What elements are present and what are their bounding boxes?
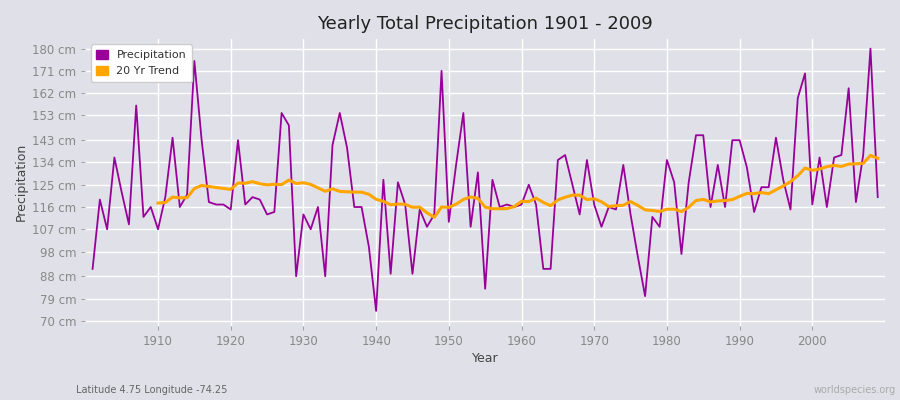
Precipitation [872,195,883,200]
20 Yr Trend [865,153,876,158]
20 Yr Trend [291,181,302,186]
Precipitation [516,202,526,207]
20 Yr Trend [153,201,164,206]
20 Yr Trend [589,196,599,201]
Line: Precipitation: Precipitation [93,49,878,311]
Title: Yearly Total Precipitation 1901 - 2009: Yearly Total Precipitation 1901 - 2009 [318,15,653,33]
Precipitation [349,205,360,210]
20 Yr Trend [429,215,440,220]
Precipitation [87,266,98,271]
Precipitation [865,46,876,51]
20 Yr Trend [843,162,854,166]
Y-axis label: Precipitation: Precipitation [15,143,28,221]
X-axis label: Year: Year [472,352,499,365]
20 Yr Trend [822,164,832,169]
20 Yr Trend [320,189,330,194]
20 Yr Trend [872,156,883,161]
Precipitation [610,207,621,212]
Legend: Precipitation, 20 Yr Trend: Precipitation, 20 Yr Trend [91,44,192,82]
Line: 20 Yr Trend: 20 Yr Trend [158,156,877,217]
Precipitation [524,182,535,187]
20 Yr Trend [531,196,542,200]
Precipitation [305,227,316,232]
Text: worldspecies.org: worldspecies.org [814,385,896,395]
Text: Latitude 4.75 Longitude -74.25: Latitude 4.75 Longitude -74.25 [76,385,228,395]
Precipitation [145,205,156,210]
Precipitation [371,308,382,313]
